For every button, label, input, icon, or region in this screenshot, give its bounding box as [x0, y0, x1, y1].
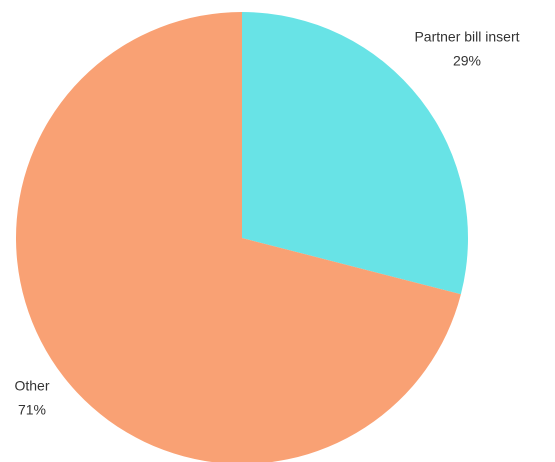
pie-slice	[16, 12, 461, 462]
slice-label: Partner bill insert	[414, 29, 519, 45]
slice-value-label: 71%	[18, 402, 46, 418]
slice-label: Other	[14, 378, 49, 394]
pie-slice	[242, 12, 468, 295]
slice-value-label: 29%	[453, 53, 481, 69]
